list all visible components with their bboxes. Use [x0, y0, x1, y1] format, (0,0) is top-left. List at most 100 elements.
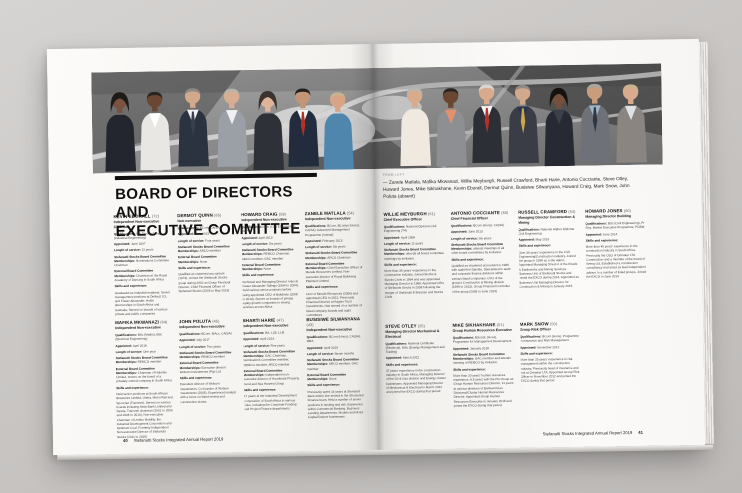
bio-text: Qualifications: BSc (Civil Engineering),… [585, 220, 645, 231]
bio-text: Appointed: November 2012 [520, 344, 560, 350]
executives-bio-grid: WILLIE MEYBURGH (61) Chief Executive Offi… [383, 208, 648, 411]
bio-text: Qualifications: National Certificate (El… [385, 340, 445, 354]
bio-age: (47) [276, 318, 284, 323]
bio-text: Qualifications: BCom (Hons), CA(SA) [450, 223, 505, 228]
bio-text: Stefanutti Stocks Board Committee Member… [306, 357, 359, 371]
bio-age: (54) [568, 209, 576, 214]
bio-text: 17 years at the Industrial Development C… [243, 393, 297, 412]
bio-card-mark-snow: MARK SNOW (50) Group Risk Officer Qualific… [520, 321, 582, 409]
bio-age: (54) [346, 211, 355, 216]
bio-text: External Board Committee Memberships: No… [307, 372, 347, 382]
bio-text: Qualifications: BCom (Hons), Programme i… [519, 333, 579, 344]
bio-text: Appointed: April 2014 [242, 336, 275, 342]
person-figure [217, 88, 249, 167]
bio-text: Appointed: March 2012 [385, 355, 420, 361]
bio-text: Graduated as industrial engineer, Senior… [114, 289, 171, 316]
bio-card-steve-otley: STEVE OTLEY (55) Managing Director Mechan… [385, 323, 447, 411]
bio-text: Skills and experience: [518, 243, 552, 249]
person-figure [105, 92, 137, 172]
bio-card-dermot-quinn: DERMOT QUINN (65) Non-executive Qualificat… [177, 212, 235, 319]
bio-text: Skills and experience: [384, 262, 417, 267]
bio-card-howard-jones: HOWARD JONES (60) Managing Director Build… [585, 208, 647, 321]
photo-caption: From left — Zanele Matlala, Mafika Mkwan… [383, 169, 643, 200]
bio-name: HOWARD CRAIG (58) [240, 211, 287, 218]
bio-card-john-poluta: JOHN POLUTA (45) Independent Non-executiv… [179, 318, 238, 440]
bio-text: Skills and experience: [307, 383, 340, 388]
magazine-spread: BOARD OF DIRECTORS AND EXECUTIVE COMMITT… [46, 38, 715, 461]
person-figure [400, 87, 432, 167]
bio-text: Appointed: February 2013 [305, 238, 343, 243]
bio-text: Technical and Managing Director roles at… [241, 278, 299, 310]
bio-card-zanele-matlala: ZANELE MATLALA (54) Independent Non-execu… [305, 210, 363, 317]
bio-role: Chief Financial Officer [450, 216, 488, 221]
bio-text: Appointed: July 2017 [179, 337, 210, 343]
bio-text: External Board Committee Memberships: No… [241, 262, 281, 272]
bio-name: ANTONIO COCCIANTE (60) [450, 210, 509, 216]
bio-name: WILLIE MEYBURGH (61) [383, 211, 436, 217]
bio-text: Held senior positions at South African B… [116, 391, 173, 439]
bio-name: KEVIN EBORALL (72) [113, 213, 160, 220]
bio-text: Skills and experience: [114, 283, 148, 289]
bio-card-mike-sikhakhane: MIKE SIKHAKHANE (51) Group Human Resource… [452, 322, 514, 410]
bio-text: Stefanutti Stocks Board Committee Member… [243, 349, 296, 367]
bio-text: Stefanutti Stocks Board Committee Member… [115, 355, 168, 365]
board-group-photo [91, 63, 663, 174]
bio-card-busisiwe-silwanyana: BUSISIWE SILWANYANA (43) Independent Non-… [306, 316, 365, 438]
bio-role: Independent Non-executive [304, 216, 351, 222]
bio-role: Independent Non-executive [306, 327, 353, 333]
bio-name: HOWARD JONES (60) [585, 208, 632, 214]
bio-text: Length of service: Seven months [306, 351, 355, 356]
bio-name: MAFIKA MKWANAZI (64) [115, 319, 168, 326]
bio-text: Skills and experience: [243, 387, 277, 393]
bio-text: More than 20 years' human resources expe… [453, 372, 514, 408]
bio-card-antonio-cocciante: ANTONIO COCCIANTE (60) Chief Financial Of… [451, 210, 513, 323]
bio-text: External Board Committee Memberships: Ex… [179, 360, 227, 375]
bio-age: (61) [427, 212, 436, 217]
bio-text: Qualifications: BCom, MAcc, CA(SA) [179, 331, 232, 337]
bio-card-willie-meyburgh: WILLIE MEYBURGH (61) Chief Executive Offi… [383, 211, 445, 324]
bio-text: Appointed: June 2007 [113, 241, 146, 247]
bio-text: External Board Committee Memberships: Ch… [115, 366, 172, 384]
bio-text: Skills and experience: [585, 238, 619, 243]
bio-name: MARK SNOW (50) [519, 321, 558, 327]
bio-text: Stefanutti Stocks Board Committee Member… [114, 253, 170, 268]
bio-text: CFO of Merafe Resources (2006) and appoi… [305, 290, 362, 317]
person-figure [508, 85, 539, 164]
bio-text: Qualifications: BCom, CA(SA) [177, 225, 221, 231]
bio-text: More than 35 years' experience in the co… [384, 268, 444, 299]
bio-text: Qualifications: BSc (Civil Engineering),… [241, 224, 297, 234]
bio-text: Appointed: May 2015 [518, 237, 550, 242]
bio-text: Length of service: 11 years [383, 241, 424, 246]
bio-text: Appointed: June 2015 [177, 231, 210, 237]
bio-text: Length of service: Five years [243, 343, 285, 348]
bio-text: Appointed: January 2018 [452, 345, 489, 351]
bio-text: 37 years' experience in the construction… [385, 367, 446, 395]
bio-text: Qualifications: National Higher Diploma … [518, 226, 575, 236]
bio-role: Non-executive [177, 218, 202, 224]
person-figure [323, 92, 354, 170]
bio-text: Over 30 years' experience in the Civil E… [518, 249, 579, 289]
person-figure [178, 88, 210, 167]
bio-text: Skills and experience: [385, 362, 419, 367]
bio-text: Appointed: April 2018 [115, 343, 147, 348]
bio-name: JOHN POLUTA (45) [178, 318, 220, 325]
bio-text: Qualified as chartered accountant (1974)… [178, 271, 231, 294]
bio-name: MIKE SIKHAKHANE (51) [452, 322, 504, 328]
bio-role: Independent Non-executive [242, 323, 289, 329]
bio-card-kevin-eborall: KEVIN EBORALL (72) Independent Non-execut… [113, 213, 171, 320]
person-figure [544, 87, 575, 167]
caption-names: — Zanele Matlala, Mafika Mkwanazi, Willi… [382, 176, 630, 199]
bio-role: Independent Non-executive Chairman [113, 219, 160, 229]
bio-age: (55) [417, 324, 426, 329]
bio-text: Skills and experience: [241, 273, 275, 278]
bio-text: Skills and experience: [520, 351, 553, 356]
bio-age: (60) [623, 208, 632, 214]
bio-text: More than 25 years' experience in risk m… [520, 357, 580, 384]
bio-name: DERMOT QUINN (65) [177, 212, 222, 219]
bio-role: Managing Director Mechanical & Electrica… [385, 329, 440, 339]
bio-text: Stefanutti Stocks Board Committee Member… [451, 241, 505, 256]
bio-text: Qualifications: BCom, BCompt (Hons), CA(… [304, 223, 360, 237]
bio-text: Length of service: Six years [451, 235, 492, 241]
bio-text: More than 40 years' experience in the co… [585, 244, 647, 279]
bio-text: Appointed: April 2019 [306, 345, 338, 350]
